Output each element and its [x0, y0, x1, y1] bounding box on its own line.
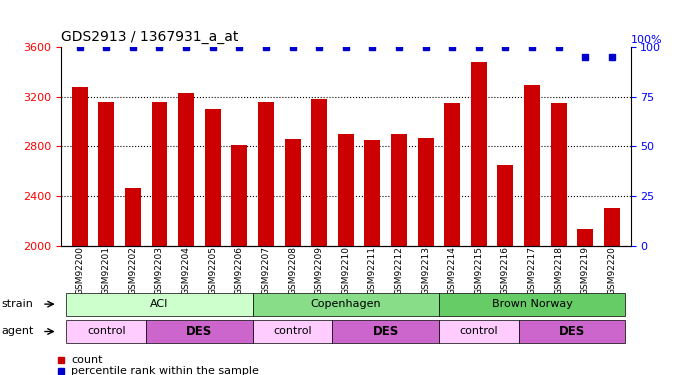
Bar — [391, 134, 407, 246]
Bar — [66, 292, 253, 316]
Text: DES: DES — [559, 325, 585, 338]
Text: strain: strain — [1, 299, 33, 309]
Bar — [125, 189, 141, 246]
Bar — [146, 320, 253, 343]
Bar — [338, 134, 354, 246]
Text: GSM92205: GSM92205 — [208, 246, 217, 296]
Bar — [471, 62, 487, 246]
Bar — [285, 139, 300, 246]
Bar — [332, 320, 439, 343]
Text: Brown Norway: Brown Norway — [492, 299, 572, 309]
Text: 100%: 100% — [631, 35, 662, 45]
Text: DES: DES — [186, 325, 212, 338]
Bar — [253, 292, 439, 316]
Text: GSM92214: GSM92214 — [447, 246, 457, 296]
Text: GSM92216: GSM92216 — [501, 246, 510, 296]
Bar — [551, 103, 567, 246]
Text: GSM92215: GSM92215 — [475, 246, 483, 296]
Text: control: control — [273, 327, 312, 336]
Bar — [66, 320, 146, 343]
Text: GDS2913 / 1367931_a_at: GDS2913 / 1367931_a_at — [61, 30, 239, 45]
Text: GSM92204: GSM92204 — [182, 246, 191, 296]
Bar — [231, 145, 247, 246]
Text: GSM92203: GSM92203 — [155, 246, 164, 296]
Text: GSM92212: GSM92212 — [395, 246, 403, 296]
Text: agent: agent — [1, 327, 34, 336]
Text: control: control — [87, 327, 125, 336]
Text: GSM92211: GSM92211 — [368, 246, 377, 296]
Bar — [311, 99, 327, 246]
Text: GSM92207: GSM92207 — [262, 246, 271, 296]
Text: GSM92200: GSM92200 — [75, 246, 84, 296]
Bar — [364, 140, 380, 246]
Text: GSM92220: GSM92220 — [607, 246, 616, 296]
Text: GSM92202: GSM92202 — [128, 246, 138, 296]
Bar — [524, 86, 540, 246]
Text: DES: DES — [373, 325, 399, 338]
Bar — [258, 102, 274, 246]
Text: GSM92206: GSM92206 — [235, 246, 244, 296]
Bar — [178, 93, 194, 246]
Bar — [151, 102, 167, 246]
Bar — [439, 320, 519, 343]
Text: count: count — [71, 355, 102, 365]
Bar — [604, 209, 620, 246]
Text: Copenhagen: Copenhagen — [311, 299, 381, 309]
Bar — [418, 138, 434, 246]
Bar — [498, 165, 513, 246]
Bar — [444, 103, 460, 246]
Text: control: control — [460, 327, 498, 336]
Text: GSM92218: GSM92218 — [554, 246, 563, 296]
Text: GSM92210: GSM92210 — [341, 246, 351, 296]
Bar — [205, 109, 221, 246]
Bar — [519, 320, 625, 343]
Bar — [253, 320, 332, 343]
Bar — [98, 102, 115, 246]
Text: GSM92217: GSM92217 — [527, 246, 536, 296]
Bar — [577, 230, 593, 246]
Text: GSM92201: GSM92201 — [102, 246, 111, 296]
Bar — [72, 87, 87, 246]
Text: GSM92219: GSM92219 — [581, 246, 590, 296]
Text: ACI: ACI — [151, 299, 169, 309]
Bar — [439, 292, 625, 316]
Text: GSM92209: GSM92209 — [315, 246, 323, 296]
Text: GSM92208: GSM92208 — [288, 246, 297, 296]
Text: GSM92213: GSM92213 — [421, 246, 430, 296]
Text: percentile rank within the sample: percentile rank within the sample — [71, 366, 259, 375]
